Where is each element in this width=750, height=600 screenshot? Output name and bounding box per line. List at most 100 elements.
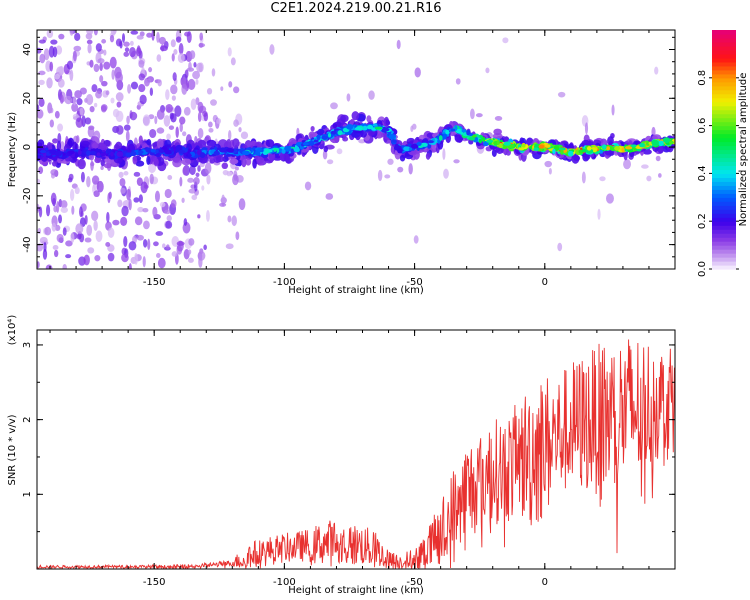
noise-blob xyxy=(37,104,40,111)
noise-blob xyxy=(58,214,63,224)
colorbar-tick-label: 0.6 xyxy=(697,118,708,134)
colorbar-cell xyxy=(712,53,736,59)
ridge-blob xyxy=(630,144,637,148)
noise-blob xyxy=(176,241,185,246)
noise-blob xyxy=(136,234,144,241)
spectrogram-y-label: Frequency (Hz) xyxy=(7,112,18,188)
noise-blob xyxy=(164,188,172,199)
ridge-blob xyxy=(614,145,621,151)
noise-blob xyxy=(38,97,45,107)
spectrogram-frame xyxy=(36,29,676,270)
x-tick-label: -50 xyxy=(406,577,422,588)
noise-blob xyxy=(206,174,211,185)
noise-blob xyxy=(187,249,192,255)
noise-blob xyxy=(100,165,104,171)
colorbar-cell xyxy=(712,161,736,167)
noise-blob xyxy=(159,201,166,208)
noise-blob xyxy=(230,57,236,66)
chart-title: C2E1.2024.219.00.21.R16 xyxy=(270,1,442,16)
noise-blob xyxy=(190,98,197,111)
noise-blob xyxy=(95,90,102,99)
noise-blob xyxy=(172,72,177,82)
noise-blob xyxy=(84,117,92,125)
noise-blob xyxy=(165,104,173,113)
noise-blob xyxy=(120,216,128,227)
noise-blob xyxy=(470,108,475,120)
colorbar-cell xyxy=(712,145,736,151)
ridge-blob xyxy=(110,151,114,157)
halo-blob xyxy=(181,158,192,166)
noise-blob xyxy=(189,50,196,60)
noise-blob xyxy=(387,158,394,165)
noise-blob xyxy=(225,243,234,250)
noise-blob xyxy=(121,33,126,43)
noise-blob xyxy=(502,37,509,44)
noise-blob xyxy=(192,70,200,80)
colorbar-cell xyxy=(712,85,736,91)
noise-blob xyxy=(139,94,147,105)
halo-blob xyxy=(197,139,207,149)
noise-blob xyxy=(135,47,142,57)
noise-blob xyxy=(130,81,139,90)
noise-blob xyxy=(149,87,154,96)
noise-blob xyxy=(194,135,198,145)
noise-blob xyxy=(377,169,383,182)
ridge-blob xyxy=(403,146,411,152)
noise-blob xyxy=(146,32,153,38)
noise-blob xyxy=(50,169,59,176)
noise-blob xyxy=(174,105,182,117)
noise-blob xyxy=(165,244,170,250)
noise-blob xyxy=(330,102,338,110)
noise-blob xyxy=(193,62,197,68)
noise-blob xyxy=(130,30,139,35)
ridge-blob xyxy=(496,140,500,145)
noise-blob xyxy=(134,216,143,226)
noise-blob xyxy=(154,190,160,203)
noise-blob xyxy=(156,127,165,134)
x-tick-label: -100 xyxy=(273,277,296,288)
noise-blob xyxy=(52,244,59,251)
noise-blob xyxy=(138,60,145,68)
colorbar: 0.0 0.2 0.4 0.6 0.8 Normalized spectral ampli… xyxy=(697,30,749,277)
noise-blob xyxy=(105,90,110,96)
noise-blob xyxy=(152,206,158,218)
noise-blob xyxy=(142,256,146,268)
noise-blob xyxy=(124,47,130,53)
noise-blob xyxy=(75,117,83,128)
noise-blob xyxy=(641,164,649,169)
halo-blob xyxy=(100,158,105,167)
noise-blob xyxy=(103,49,107,56)
ridge-blob xyxy=(137,150,144,155)
colorbar-cell xyxy=(712,189,736,194)
noise-blob xyxy=(106,211,110,223)
halo-blob xyxy=(132,155,138,165)
noise-blob xyxy=(45,204,51,217)
snr-y-multiplier: (x10⁴) xyxy=(7,315,18,346)
noise-blob xyxy=(188,238,195,246)
noise-blob xyxy=(75,135,80,144)
halo-blob xyxy=(37,142,43,150)
noise-blob xyxy=(184,69,189,79)
ridge-blob xyxy=(330,130,337,135)
ridge-blob xyxy=(281,149,286,154)
ridge-blob xyxy=(466,130,471,136)
noise-blob xyxy=(187,177,194,183)
x-tick-label: 0 xyxy=(542,577,548,588)
noise-blob xyxy=(166,215,172,222)
halo-blob xyxy=(657,145,664,154)
noise-blob xyxy=(126,188,131,201)
colorbar-cell xyxy=(712,141,736,147)
noise-blob xyxy=(107,252,115,262)
ridge-blob xyxy=(445,129,450,135)
noise-blob xyxy=(56,233,64,243)
ridge-blob xyxy=(201,147,208,151)
ridge-blob xyxy=(485,139,494,143)
ridge-blob xyxy=(482,136,486,142)
colorbar-cell xyxy=(712,245,736,250)
colorbar-cell xyxy=(712,209,736,214)
noise-blob xyxy=(64,95,73,105)
noise-blob xyxy=(193,177,200,185)
noise-blob xyxy=(142,114,151,127)
noise-blob xyxy=(144,78,152,84)
noise-blob xyxy=(210,99,217,106)
